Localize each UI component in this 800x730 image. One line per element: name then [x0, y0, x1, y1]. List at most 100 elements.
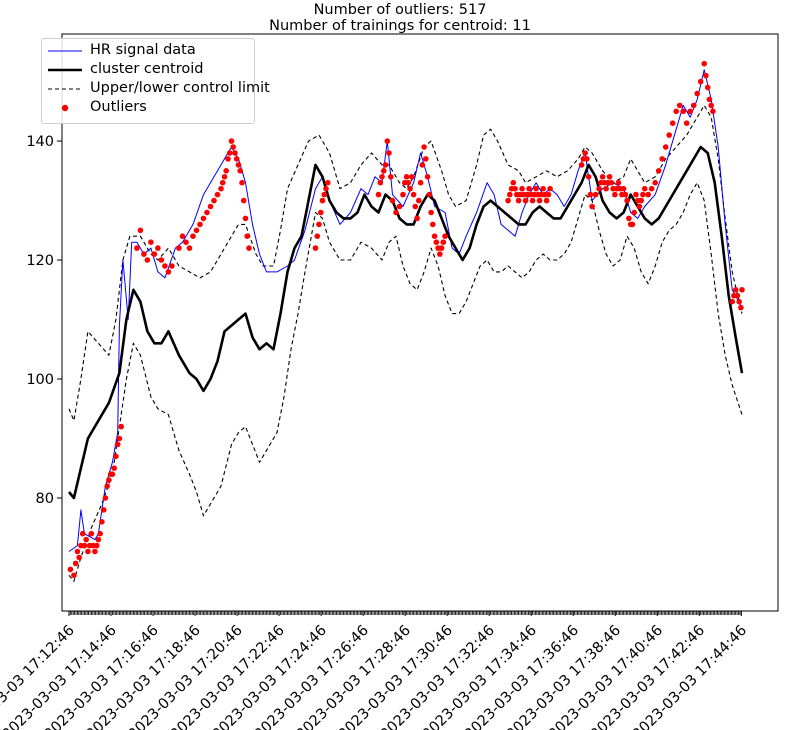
outlier-point	[410, 191, 417, 198]
outlier-point	[547, 185, 553, 192]
outlier-point	[440, 239, 447, 245]
outlier-point	[626, 215, 632, 222]
outlier-point	[92, 548, 98, 555]
outlier-point	[599, 174, 606, 180]
legend-item-control-limit: Upper/lower control limit	[48, 79, 270, 99]
outlier-point	[388, 174, 394, 180]
outlier-point	[240, 197, 247, 204]
outlier-point	[629, 221, 636, 228]
outlier-point	[316, 221, 322, 228]
outlier-point	[386, 150, 392, 156]
outlier-point	[375, 191, 382, 198]
y-tick-label: 80	[36, 491, 54, 507]
outlier-point	[219, 179, 226, 186]
outlier-point	[505, 197, 511, 204]
outlier-point	[669, 120, 676, 126]
outlier-point	[536, 197, 543, 204]
legend-label-hr-signal: HR signal data	[90, 42, 196, 58]
outlier-point	[641, 185, 648, 192]
outlier-point	[403, 174, 410, 180]
outlier-point	[218, 185, 224, 192]
outlier-point	[512, 185, 518, 192]
outlier-point	[738, 304, 744, 311]
series-layer	[67, 60, 745, 582]
outlier-point	[106, 477, 112, 483]
outlier-point	[232, 150, 238, 156]
outlier-point	[603, 185, 609, 192]
outlier-point	[204, 209, 210, 216]
outlier-point	[417, 179, 424, 186]
outlier-point	[545, 191, 552, 198]
outlier-point	[424, 174, 431, 180]
outlier-point	[109, 471, 116, 478]
outlier-point	[519, 185, 525, 192]
outlier-point	[242, 215, 249, 222]
lower-control-limit-line	[68, 182, 743, 582]
outlier-point	[400, 191, 406, 198]
outlier-point	[88, 530, 95, 537]
outlier-point	[622, 191, 629, 198]
outlier-point	[79, 530, 86, 537]
outlier-point	[510, 179, 517, 186]
outlier-point	[190, 233, 196, 239]
outlier-point	[706, 96, 713, 103]
outlier-point	[736, 298, 742, 305]
outlier-point	[526, 185, 532, 192]
outlier-point	[683, 120, 690, 126]
legend-label-control-limit: Upper/lower control limit	[90, 80, 270, 96]
outlier-point	[697, 78, 704, 85]
outlier-point	[226, 150, 233, 156]
outlier-point	[690, 102, 697, 109]
outlier-point	[587, 191, 594, 198]
outlier-point	[438, 245, 445, 251]
outlier-point	[423, 156, 429, 162]
outlier-point	[314, 233, 321, 239]
outlier-point	[74, 548, 81, 555]
outlier-point	[72, 560, 79, 567]
chart-title-line-1: Number of outliers: 517	[313, 2, 487, 18]
outlier-point	[608, 179, 615, 186]
outlier-point	[223, 168, 229, 174]
outlier-point	[710, 108, 716, 115]
outlier-point	[381, 168, 387, 174]
outlier-point	[522, 197, 529, 204]
plot-frame	[61, 33, 779, 612]
outlier-point	[624, 197, 630, 204]
outlier-point	[200, 215, 207, 222]
outlier-point	[312, 245, 319, 251]
outlier-point	[666, 132, 672, 138]
outlier-point	[186, 245, 193, 251]
outlier-point	[396, 203, 403, 210]
y-tick-label: 100	[26, 372, 54, 388]
outlier-point	[148, 239, 154, 245]
outlier-point	[83, 536, 89, 543]
y-tick-label: 120	[26, 253, 54, 269]
outlier-point	[230, 144, 236, 150]
outlier-point	[134, 245, 140, 251]
outlier-point	[584, 156, 590, 162]
outlier-point	[734, 292, 741, 299]
outlier-point	[582, 150, 588, 156]
outlier-point	[442, 233, 448, 239]
y-tick-label: 140	[26, 134, 54, 150]
outlier-point	[533, 185, 539, 192]
outlier-point	[589, 203, 595, 210]
outlier-point	[419, 162, 426, 168]
outlier-point	[405, 179, 412, 186]
outlier-point	[393, 209, 399, 216]
outlier-point	[409, 174, 415, 180]
outlier-point	[606, 174, 613, 180]
legend-item-hr-signal: HR signal data	[48, 41, 248, 61]
legend-item-centroid: cluster centroid	[48, 60, 248, 80]
outlier-point	[155, 245, 161, 251]
outlier-point	[237, 168, 243, 174]
outlier-point	[384, 138, 391, 144]
legend-swatch-centroid	[48, 68, 82, 72]
legend-swatch-control-limit	[48, 88, 82, 90]
outlier-point	[633, 191, 639, 198]
outlier-point	[228, 138, 235, 144]
y-axis: 80 100 120 140	[26, 134, 62, 507]
legend-swatch-hr-signal	[48, 50, 82, 52]
outlier-point	[704, 84, 711, 91]
outlier-point	[239, 179, 245, 186]
